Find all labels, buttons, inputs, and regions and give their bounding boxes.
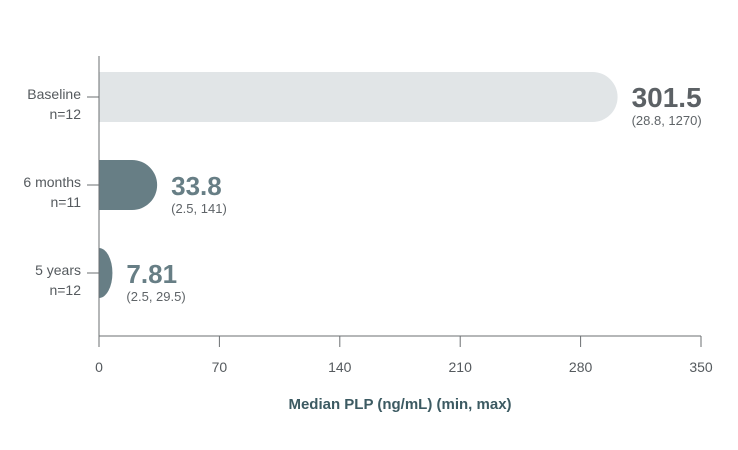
x-tick-label: 350 [689, 359, 713, 375]
x-tick-label: 70 [212, 359, 228, 375]
x-tick-label: 280 [569, 359, 593, 375]
bar-3 [99, 248, 113, 298]
value-label: 7.81 [126, 259, 177, 289]
bar-1 [99, 72, 618, 122]
x-axis-title: Median PLP (ng/mL) (min, max) [288, 396, 511, 413]
x-axis-ticks: 0 70 140 210 280 350 [95, 336, 713, 375]
x-tick-label: 140 [328, 359, 352, 375]
bars-layer [99, 72, 618, 298]
category-label: Baseline [27, 86, 81, 102]
category-n-label: n=12 [49, 106, 81, 122]
value-label: 301.5 [632, 82, 702, 113]
range-label: (28.8, 1270) [632, 113, 702, 128]
range-label: (2.5, 29.5) [126, 289, 185, 304]
value-label: 33.8 [171, 171, 222, 201]
category-n-label: n=11 [51, 194, 82, 210]
category-label: 5 years [35, 262, 81, 278]
x-tick-label: 0 [95, 359, 103, 375]
category-labels: Baseline n=12 6 months n=11 5 years n=12 [23, 86, 99, 298]
x-tick-label: 210 [449, 359, 473, 375]
range-label: (2.5, 141) [171, 201, 227, 216]
bar-2 [99, 159, 158, 210]
category-n-label: n=12 [49, 282, 81, 298]
value-labels: 301.5(28.8, 1270) 33.8(2.5, 141) 7.81(2.5,… [126, 82, 701, 304]
category-label: 6 months [23, 174, 81, 190]
